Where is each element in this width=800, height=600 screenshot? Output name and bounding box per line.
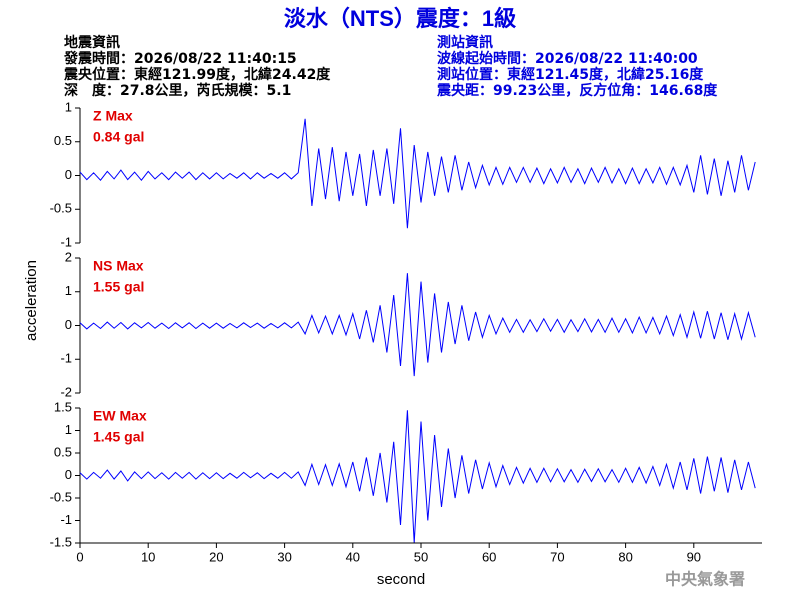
y-tick-label: 0 — [65, 167, 72, 182]
x-tick-label: 20 — [209, 549, 223, 564]
y-tick-label: -0.5 — [50, 489, 72, 504]
y-tick-label: 1 — [65, 283, 72, 298]
y-tick-label: -1.5 — [50, 534, 72, 549]
x-tick-label: 70 — [550, 549, 564, 564]
x-tick-label: 80 — [618, 549, 632, 564]
waveform — [79, 410, 756, 544]
annotation: 1.45 gal — [93, 429, 144, 445]
info-text: 測站位置：東經121.45度，北緯25.16度 — [437, 66, 704, 83]
y-tick-label: 0.5 — [54, 133, 72, 148]
x-tick-label: 30 — [277, 549, 291, 564]
annotation: NS Max — [93, 258, 144, 274]
x-tick-label: 50 — [414, 549, 428, 564]
y-tick-label: -1 — [60, 512, 72, 527]
annotation: EW Max — [93, 408, 147, 424]
y-tick-label: 0 — [65, 467, 72, 482]
chart-title: 淡水（NTS）震度：1級 — [284, 6, 516, 31]
y-tick-label: 1 — [65, 99, 72, 114]
info-text: 震央距：99.23公里，反方位角：146.68度 — [436, 82, 718, 99]
y-tick-label: -2 — [60, 384, 72, 399]
y-tick-label: -0.5 — [50, 201, 72, 216]
annotation: 0.84 gal — [93, 129, 144, 145]
x-tick-label: 10 — [141, 549, 155, 564]
y-tick-label: 1.5 — [54, 399, 72, 414]
info-text: 波線起始時間：2026/08/22 11:40:00 — [437, 50, 698, 67]
info-text: 震央位置：東經121.99度，北緯24.42度 — [63, 66, 331, 83]
annotation: 1.55 gal — [93, 279, 144, 295]
waveform — [79, 273, 756, 377]
y-tick-label: -1 — [60, 234, 72, 249]
annotation: Z Max — [93, 108, 133, 124]
x-tick-label: 40 — [346, 549, 360, 564]
y-tick-label: 2 — [65, 249, 72, 264]
y-axis-label: acceleration — [23, 260, 40, 341]
info-text: 發震時間：2026/08/22 11:40:15 — [63, 50, 297, 67]
info-text: 深 度：27.8公里，芮氏規模：5.1 — [64, 82, 291, 99]
y-tick-label: 0.5 — [54, 444, 72, 459]
y-tick-label: 0 — [65, 317, 72, 332]
x-tick-label: 0 — [76, 549, 83, 564]
info-text: 地震資訊 — [64, 34, 120, 51]
x-tick-label: 60 — [482, 549, 496, 564]
y-tick-label: 1 — [65, 422, 72, 437]
x-tick-label: 90 — [687, 549, 701, 564]
waveform — [79, 118, 756, 229]
footer: 中央氣象署 — [665, 570, 745, 589]
x-axis-label: second — [377, 571, 425, 588]
info-text: 測站資訊 — [437, 34, 493, 51]
y-tick-label: -1 — [60, 351, 72, 366]
